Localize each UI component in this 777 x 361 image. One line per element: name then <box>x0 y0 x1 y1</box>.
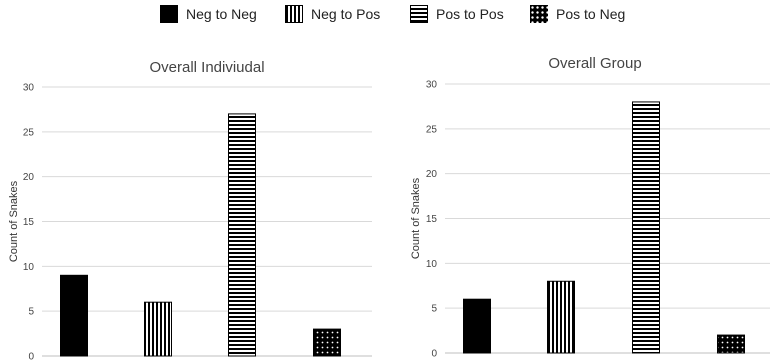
legend: Neg to Neg Neg to Pos Pos to Pos Pos to … <box>0 0 777 34</box>
bar-pos-to-pos <box>228 113 256 357</box>
legend-swatch-horizontal-stripes <box>410 5 428 23</box>
bar-neg-to-neg <box>60 274 88 357</box>
chart-title: Overall Indiviudal <box>149 59 264 76</box>
y-tick-label: 5 <box>28 307 34 318</box>
y-tick-label: 25 <box>23 127 35 138</box>
y-tick-label: 30 <box>426 80 438 91</box>
y-tick-label: 15 <box>23 217 35 228</box>
legend-label: Neg to Neg <box>186 6 257 22</box>
legend-label: Neg to Pos <box>311 6 381 22</box>
legend-swatch-solid <box>160 5 178 23</box>
y-tick-label: 0 <box>28 352 34 361</box>
bar-neg-to-pos <box>144 301 172 357</box>
y-tick-label: 10 <box>426 259 438 270</box>
bar-pos-to-neg <box>717 334 745 354</box>
legend-item-neg-to-neg: Neg to Neg <box>160 5 257 23</box>
legend-item-neg-to-pos: Neg to Pos <box>285 5 380 23</box>
y-tick-label: 20 <box>23 172 35 183</box>
legend-label: Pos to Neg <box>556 6 626 22</box>
bar-neg-to-neg <box>463 298 491 354</box>
y-tick-label: 5 <box>431 304 437 315</box>
y-tick-label: 0 <box>431 349 437 360</box>
y-axis-title: Count of Snakes <box>8 180 20 262</box>
y-tick-label: 10 <box>23 262 35 273</box>
y-tick-label: 30 <box>23 83 35 94</box>
legend-item-pos-to-neg: Pos to Neg <box>530 5 625 23</box>
legend-label: Pos to Pos <box>436 6 504 22</box>
bar-pos-to-pos <box>632 101 660 354</box>
y-axis-title: Count of Snakes <box>410 177 422 259</box>
y-tick-label: 20 <box>426 169 438 180</box>
y-tick-label: 15 <box>426 214 438 225</box>
y-tick-label: 25 <box>426 124 438 135</box>
bar-neg-to-pos <box>547 280 575 354</box>
bar-pos-to-neg <box>313 328 341 357</box>
legend-item-pos-to-pos: Pos to Pos <box>410 5 504 23</box>
legend-swatch-vertical-stripes <box>285 5 303 23</box>
legend-swatch-dots <box>530 5 548 23</box>
chart-title: Overall Group <box>548 55 641 72</box>
